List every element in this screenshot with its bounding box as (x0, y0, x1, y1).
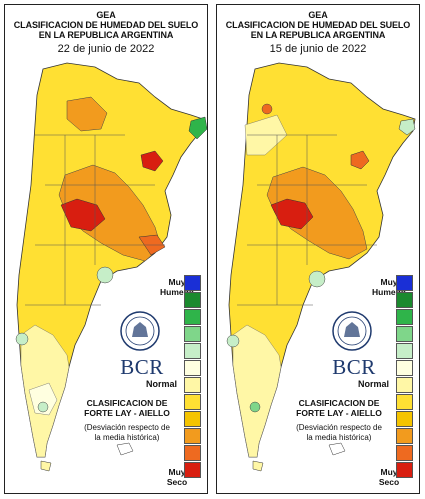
panel-title-line: EN LA REPUBLICA ARGENTINA (250, 30, 386, 40)
south-normal-region (28, 382, 58, 416)
malvinas-islands (116, 442, 134, 456)
wet-misiones-region (398, 118, 416, 136)
wet-pocket (226, 334, 240, 348)
patagonia-normal-region (232, 324, 282, 458)
legend-swatch (184, 309, 201, 325)
legend-swatch (396, 445, 413, 461)
legend-swatch (184, 377, 201, 393)
classification-note: (Desviación respecto de la media históri… (84, 423, 170, 442)
legend-swatch (184, 428, 201, 444)
wet-pocket (308, 270, 326, 288)
map-panel-22-june: GEA CLASIFICACION DE HUMEDAD DEL SUELO E… (4, 4, 208, 494)
legend-swatch (396, 326, 413, 342)
classification-title: CLASIFICACION DE FORTE LAY - AIELLO (84, 398, 170, 418)
legend-swatch (396, 462, 413, 478)
classification-title: CLASIFICACION DE FORTE LAY - AIELLO (296, 398, 382, 418)
classification-note: (Desviación respecto de la media históri… (296, 423, 382, 442)
legend-label-normal: Normal (358, 379, 390, 389)
legend-swatch (184, 462, 201, 478)
legend-label-normal: Normal (146, 379, 178, 389)
panel-title-line: EN LA REPUBLICA ARGENTINA (38, 30, 174, 40)
legend-swatch (396, 343, 413, 359)
legend-swatch (184, 394, 201, 410)
bcr-seal-icon (119, 310, 161, 352)
panel-title-line: CLASIFICACION DE HUMEDAD DEL SUELO (225, 20, 411, 30)
legend-swatch (396, 394, 413, 410)
legend-label-very-wet: Muy Humedo (372, 277, 406, 297)
bcr-seal-icon (331, 310, 373, 352)
bcr-logo: BCR (120, 355, 164, 379)
very-dry-ne-region (140, 150, 164, 172)
legend-swatch (184, 292, 201, 308)
legend-label-very-dry: Muy Seco (166, 467, 188, 487)
malvinas-islands (328, 442, 346, 456)
legend-swatch (396, 292, 413, 308)
very-dry-core-region (270, 198, 314, 230)
dry-pocket (261, 103, 273, 115)
argentina-soil-moisture-map (15, 62, 207, 472)
tierra-del-fuego (40, 460, 52, 472)
legend-label-very-wet: Muy Humedo (160, 277, 194, 297)
province-boundaries (25, 134, 165, 306)
wet-pocket (37, 401, 49, 413)
wet-pocket (249, 401, 261, 413)
argentina-soil-moisture-map (226, 62, 416, 472)
panel-date: 22 de junio de 2022 (57, 43, 155, 55)
legend-color-scale (396, 275, 413, 479)
very-dry-core-region (60, 198, 106, 232)
legend-label-very-dry: Muy Seco (378, 467, 400, 487)
tierra-del-fuego (252, 460, 264, 472)
wet-misiones-region (188, 116, 207, 140)
legend-swatch (396, 309, 413, 325)
province-boundaries (237, 134, 377, 306)
panel-title-gea: GEA (308, 10, 328, 20)
bcr-logo: BCR (332, 355, 376, 379)
very-dry-ne-region (350, 150, 370, 170)
legend-swatch (184, 326, 201, 342)
panel-title-line: CLASIFICACION DE HUMEDAD DEL SUELO (13, 20, 199, 30)
legend-swatch (396, 360, 413, 376)
wet-pocket (15, 332, 29, 346)
legend-swatch (396, 275, 413, 291)
legend-swatch (184, 411, 201, 427)
wet-pocket (96, 266, 114, 284)
legend-swatch (396, 377, 413, 393)
legend-swatch (184, 445, 201, 461)
legend-swatch (396, 428, 413, 444)
legend-swatch (396, 411, 413, 427)
legend-swatch (184, 360, 201, 376)
panel-title-gea: GEA (96, 10, 116, 20)
map-panel-15-june: GEA CLASIFICACION DE HUMEDAD DEL SUELO E… (216, 4, 420, 494)
legend-color-scale (184, 275, 201, 479)
legend-swatch (184, 275, 201, 291)
panel-date: 15 de junio de 2022 (269, 43, 367, 55)
dry-north-region (66, 96, 108, 132)
legend-swatch (184, 343, 201, 359)
